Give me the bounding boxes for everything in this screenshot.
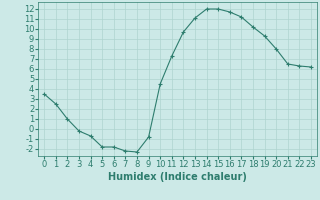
X-axis label: Humidex (Indice chaleur): Humidex (Indice chaleur) xyxy=(108,172,247,182)
